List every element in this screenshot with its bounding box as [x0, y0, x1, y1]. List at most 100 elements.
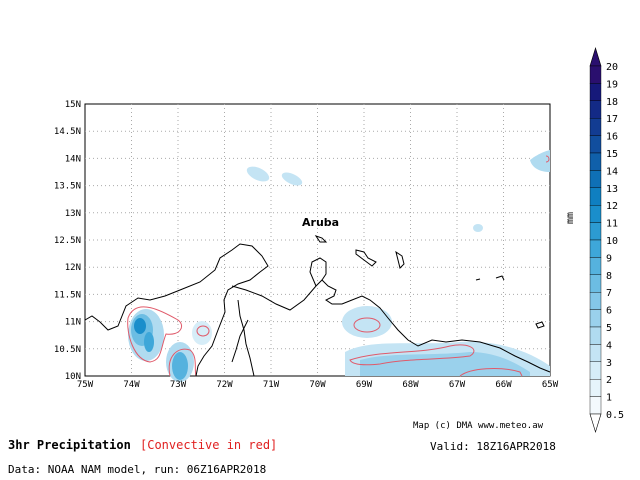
convective-contour: [353, 317, 381, 333]
lat-label: 10.5N: [54, 345, 81, 355]
precip-areas: [128, 150, 550, 382]
convective-contours: [127, 155, 550, 377]
convective-note: [Convective in red]: [140, 438, 278, 452]
colorbar-label: 4: [606, 340, 612, 351]
colorbar-segment: [589, 257, 602, 275]
lon-label: 66W: [495, 380, 512, 390]
coastline: [231, 279, 551, 373]
coastline: [84, 243, 269, 377]
lat-label: 10N: [65, 372, 81, 382]
map-credit: Map (c) DMA www.meteo.aw: [413, 421, 544, 431]
lon-label: 69W: [356, 380, 373, 390]
colorbar-label: 6: [606, 306, 612, 317]
colorbar-label: 16: [606, 132, 618, 143]
border-line: [237, 299, 255, 377]
colorbar-label: 5: [606, 323, 612, 334]
colorbar-segment: [589, 309, 602, 328]
coastline: [475, 278, 481, 281]
coastline: [535, 321, 545, 329]
lat-label: 13N: [65, 209, 81, 219]
data-source: Data: NOAA NAM model, run: 06Z16APR2018: [8, 463, 267, 476]
colorbar-segment: [589, 152, 602, 171]
colorbar-segment: [589, 65, 602, 84]
lon-label: 68W: [402, 380, 419, 390]
colorbar-label: 9: [606, 253, 612, 264]
lat-label: 11.5N: [54, 290, 81, 300]
precip-area: [342, 306, 392, 338]
colorbar-segment: [589, 292, 602, 310]
coastline: [495, 275, 505, 281]
colorbar-bottom-arrow: [589, 413, 602, 434]
lat-lon-grid: [85, 104, 550, 376]
colorbar: 20 19 18 17 16 15 14 13 12 11 10 9 8 7 6 5 4 3 2 1 0.5: [589, 46, 624, 434]
colorbar-label: 3: [606, 358, 612, 369]
precip-area: [281, 172, 303, 186]
colorbar-segment: [589, 326, 602, 345]
colorbar-label: 11: [606, 219, 618, 230]
lat-label: 14N: [65, 154, 81, 164]
colorbar-segment: [589, 239, 602, 258]
coastline: [314, 235, 328, 243]
convective-contour: [127, 306, 182, 363]
colorbar-segment: [589, 344, 602, 362]
colorbar-label: 14: [606, 166, 618, 177]
lat-label: 13.5N: [54, 182, 81, 192]
precip-area: [144, 332, 154, 352]
precip-area: [360, 352, 530, 376]
lon-label: 72W: [216, 380, 233, 390]
place-label-aruba: Aruba: [302, 216, 339, 229]
lon-label: 71W: [263, 380, 280, 390]
colorbar-segment: [589, 170, 602, 188]
lon-label: 75W: [77, 380, 94, 390]
colorbar-label: 10: [606, 236, 618, 247]
lon-label: 65W: [542, 380, 559, 390]
lon-label: 67W: [449, 380, 466, 390]
precip-area: [134, 318, 146, 334]
lat-label: 12N: [65, 263, 81, 273]
colorbar-label: 8: [606, 271, 612, 282]
colorbar-label: 1: [606, 393, 612, 404]
valid-time: Valid: 18Z16APR2018: [430, 440, 556, 453]
lon-label: 73W: [170, 380, 187, 390]
precip-area: [246, 166, 270, 182]
lat-label: 12.5N: [54, 236, 81, 246]
convective-contour: [168, 348, 197, 377]
lon-label: 74W: [123, 380, 140, 390]
colorbar-label: 2: [606, 375, 612, 386]
colorbar-label: 20: [606, 62, 618, 73]
chart-title: 3hr Precipitation: [8, 438, 131, 452]
colorbar-label: 13: [606, 184, 618, 195]
lat-label: 11N: [65, 318, 81, 328]
colorbar-segment: [589, 222, 602, 241]
colorbar-segment: [589, 274, 602, 293]
colorbar-label: 12: [606, 201, 618, 212]
convective-contour: [545, 155, 550, 163]
precip-area: [473, 224, 483, 232]
colorbar-top-arrow: [589, 46, 602, 67]
coastline: [355, 249, 377, 267]
coastline: [395, 250, 405, 269]
colorbar-segment: [589, 117, 602, 136]
colorbar-label: 7: [606, 288, 612, 299]
precip-area: [172, 352, 188, 380]
colorbar-segment: [589, 396, 602, 415]
lon-label: 70W: [309, 380, 326, 390]
convective-contour: [349, 344, 475, 366]
longitude-labels: 75W 74W 73W 72W 71W 70W 69W 68W 67W 66W 65W: [77, 380, 559, 390]
colorbar-label: 18: [606, 97, 618, 108]
latitude-labels: 15N 14.5N 14N 13.5N 13N 12.5N 12N 11.5N 11N 10.5N…: [54, 100, 81, 382]
colorbar-segment: [589, 187, 602, 206]
colorbar-unit: mm: [565, 211, 576, 224]
colorbar-label: 19: [606, 79, 618, 90]
colorbar-segment: [589, 379, 602, 397]
coastline: [309, 257, 327, 287]
colorbar-label: 15: [606, 149, 618, 160]
lat-label: 15N: [65, 100, 81, 110]
colorbar-label: 17: [606, 114, 618, 125]
lat-label: 14.5N: [54, 127, 81, 137]
colorbar-segment: [589, 135, 602, 154]
colorbar-segment: [589, 204, 602, 223]
convective-contour: [459, 368, 523, 377]
colorbar-segment: [589, 83, 602, 102]
